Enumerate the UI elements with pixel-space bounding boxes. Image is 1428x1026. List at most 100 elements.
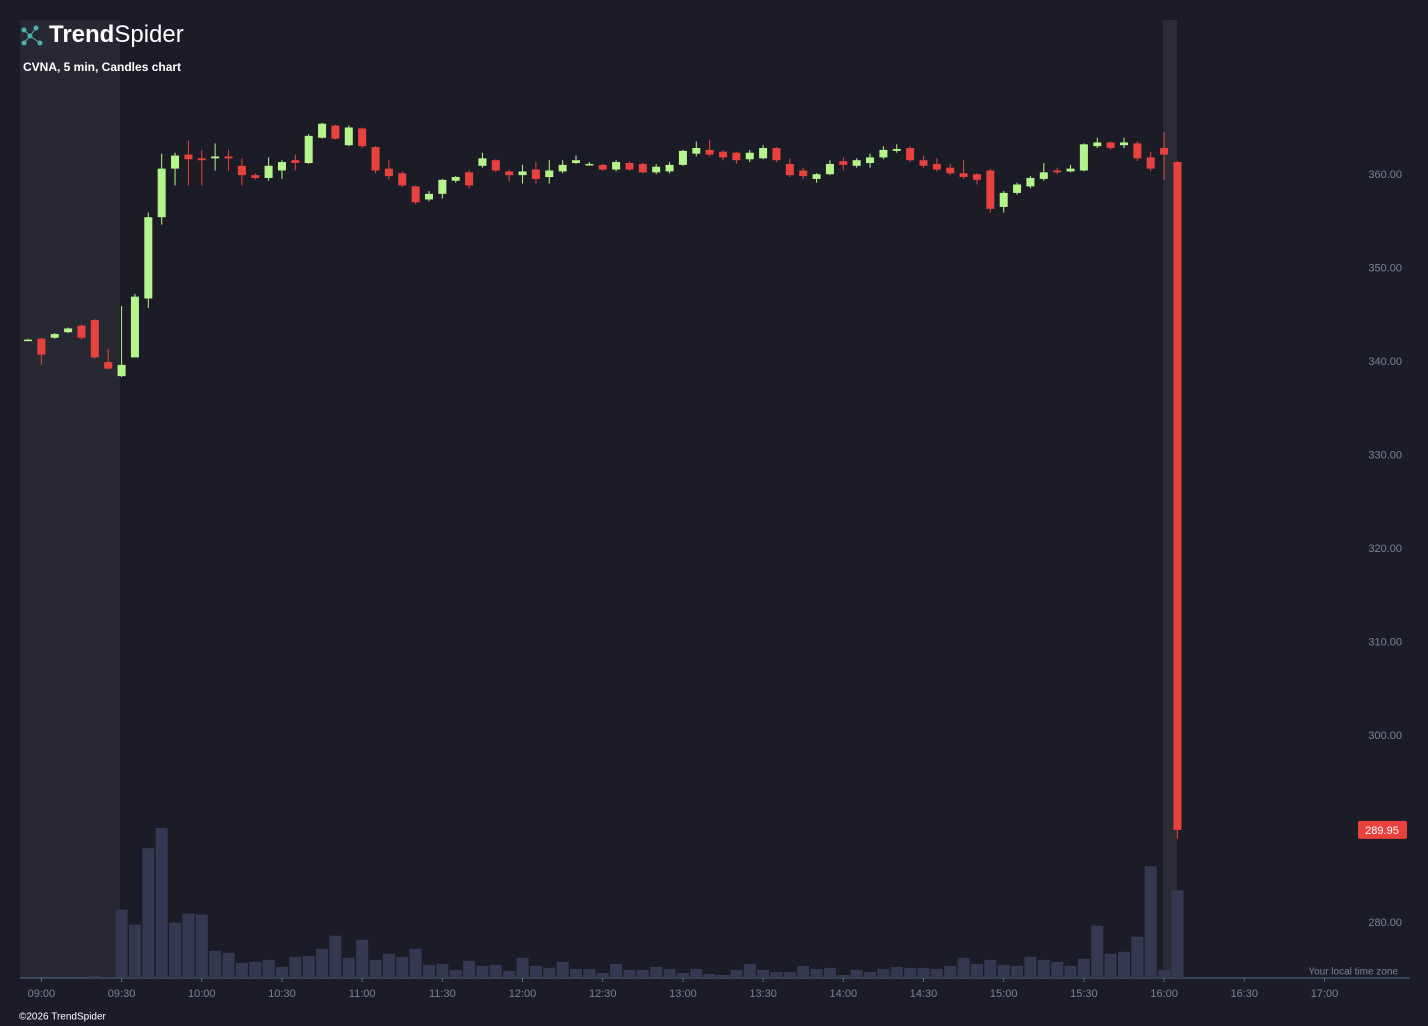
candle-body <box>371 147 380 171</box>
x-tick-label: 10:30 <box>268 988 296 1000</box>
volume-bar <box>636 969 649 978</box>
y-tick-label: 340.00 <box>1368 356 1402 368</box>
candle-body <box>946 167 955 174</box>
volume-bar <box>917 967 930 978</box>
candle-body <box>531 169 540 179</box>
y-tick-label: 300.00 <box>1368 730 1402 742</box>
volume-bar <box>864 971 877 978</box>
candle-body <box>117 364 126 377</box>
candle-body <box>625 162 634 170</box>
x-tick-label: 14:30 <box>910 988 938 1000</box>
candle-body <box>1106 142 1115 149</box>
volume-bar <box>770 971 783 978</box>
candle-body <box>799 170 808 177</box>
candle-body <box>906 148 915 161</box>
volume-bar <box>128 924 141 978</box>
volume-bar <box>369 959 382 978</box>
candle-body <box>291 160 300 163</box>
volume-bar <box>503 970 516 978</box>
y-tick-label: 310.00 <box>1368 636 1402 648</box>
x-tick-label: 10:00 <box>188 988 216 1000</box>
candle-body <box>652 166 661 173</box>
candle-body <box>638 163 647 173</box>
candle-body <box>892 148 901 151</box>
volume-bar <box>810 968 823 978</box>
x-tick-label: 15:30 <box>1070 988 1098 1000</box>
volume-bar <box>115 909 128 978</box>
candle-body <box>304 135 313 163</box>
candle-body <box>344 127 353 146</box>
y-tick-label: 360.00 <box>1368 169 1402 181</box>
candle-body <box>197 158 206 161</box>
candle-body <box>972 174 981 180</box>
volume-bar <box>757 969 770 978</box>
candle-body <box>264 165 273 178</box>
x-tick-label: 12:30 <box>589 988 617 1000</box>
volume-bar <box>88 975 101 978</box>
volume-bar <box>142 848 155 978</box>
candle-body <box>866 157 875 163</box>
candle-body <box>144 217 153 299</box>
candle-body <box>932 163 941 170</box>
volume-bar <box>182 913 195 978</box>
candle-body <box>130 296 139 358</box>
x-tick-label: 12:00 <box>509 988 537 1000</box>
volume-bar <box>583 968 596 978</box>
volume-bar <box>209 950 222 978</box>
candle-body <box>678 150 687 165</box>
candle-body <box>571 160 581 163</box>
volume-bar <box>930 968 943 978</box>
volume-bar <box>743 963 756 978</box>
candle-body <box>852 160 861 166</box>
candle-body <box>24 339 33 342</box>
volume-bar <box>1144 866 1157 978</box>
volume-bar <box>155 828 168 978</box>
candle-body <box>358 128 367 147</box>
candle-body <box>1093 142 1102 147</box>
volume-bar <box>436 963 449 978</box>
candle-body <box>719 151 728 158</box>
volume-bar <box>890 966 903 978</box>
volume-bar <box>195 914 208 978</box>
volume-bar <box>382 953 395 978</box>
candle-body <box>1066 168 1075 172</box>
x-tick-label: 11:00 <box>349 988 376 1000</box>
volume-bar <box>676 972 689 978</box>
candle-body <box>1026 177 1035 187</box>
volume-bar <box>957 957 970 978</box>
candle-body <box>1133 143 1142 159</box>
volume-bar <box>1051 961 1064 978</box>
volume-bar <box>596 972 609 978</box>
candle-body <box>478 158 487 166</box>
x-tick-label: 09:00 <box>28 988 56 1000</box>
volume-bar <box>529 965 542 978</box>
volume-bar <box>1064 965 1077 978</box>
candle-body <box>732 152 741 161</box>
volume-bar <box>422 964 435 978</box>
volume-bar <box>262 959 275 978</box>
volume-bar <box>663 968 676 978</box>
brand-strong: Trend <box>49 21 114 48</box>
candle-body <box>171 155 180 169</box>
volume-bar <box>409 948 422 978</box>
candle-body <box>785 163 794 176</box>
volume-bar <box>169 922 182 978</box>
candle-body <box>384 168 393 177</box>
candle-body <box>1146 157 1155 169</box>
volume-bar <box>823 967 836 978</box>
volume-bar <box>342 957 355 978</box>
candle-body <box>759 148 768 159</box>
candle-body <box>612 162 621 170</box>
candle-body <box>37 338 46 355</box>
volume-bar <box>850 969 863 978</box>
volume-bar <box>449 969 462 978</box>
chart-title: CVNA, 5 min, Candles chart <box>23 60 181 74</box>
candle-body <box>277 162 286 171</box>
candle-body <box>491 160 500 171</box>
candle-body <box>251 175 260 178</box>
volume-bar <box>1037 959 1050 978</box>
candle-body <box>224 156 233 159</box>
